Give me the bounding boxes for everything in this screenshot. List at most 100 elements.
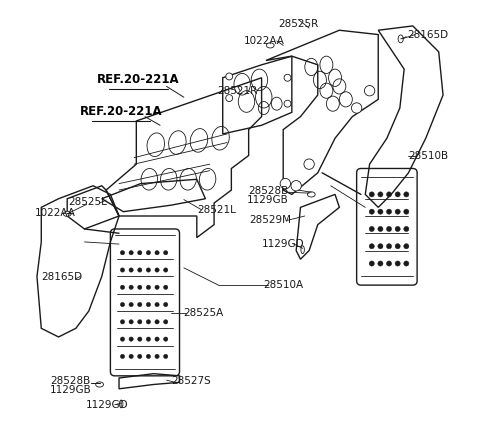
Circle shape <box>164 354 168 359</box>
Ellipse shape <box>120 400 123 408</box>
Circle shape <box>395 261 400 266</box>
Text: 28165D: 28165D <box>408 29 448 40</box>
Circle shape <box>395 226 400 232</box>
Circle shape <box>120 337 125 341</box>
Circle shape <box>155 354 159 359</box>
Text: REF.20-221A: REF.20-221A <box>80 105 163 118</box>
Text: 28528B: 28528B <box>248 186 288 196</box>
Circle shape <box>146 337 151 341</box>
Text: REF.20-221A: REF.20-221A <box>97 73 180 86</box>
Circle shape <box>155 268 159 272</box>
Circle shape <box>146 320 151 324</box>
Circle shape <box>386 192 392 197</box>
Circle shape <box>138 320 142 324</box>
Circle shape <box>284 74 291 81</box>
Circle shape <box>395 244 400 249</box>
Circle shape <box>395 192 400 197</box>
Circle shape <box>351 103 362 113</box>
Circle shape <box>129 354 133 359</box>
Circle shape <box>369 261 374 266</box>
Circle shape <box>129 302 133 307</box>
Circle shape <box>146 302 151 307</box>
Circle shape <box>164 285 168 289</box>
Ellipse shape <box>266 43 274 48</box>
Circle shape <box>155 285 159 289</box>
Circle shape <box>404 244 409 249</box>
Text: 1022AA: 1022AA <box>35 208 75 218</box>
Circle shape <box>386 261 392 266</box>
Circle shape <box>129 320 133 324</box>
Circle shape <box>291 181 301 191</box>
Text: 1129GB: 1129GB <box>247 194 289 205</box>
Circle shape <box>404 261 409 266</box>
Circle shape <box>364 86 375 96</box>
Text: 28521L: 28521L <box>197 204 236 215</box>
Ellipse shape <box>63 211 71 216</box>
Circle shape <box>138 302 142 307</box>
Circle shape <box>129 285 133 289</box>
Circle shape <box>138 354 142 359</box>
Circle shape <box>164 251 168 255</box>
Circle shape <box>378 244 383 249</box>
Circle shape <box>138 251 142 255</box>
Text: 28510B: 28510B <box>408 150 448 161</box>
Circle shape <box>120 354 125 359</box>
Circle shape <box>226 73 233 80</box>
Circle shape <box>129 268 133 272</box>
Circle shape <box>164 337 168 341</box>
Text: 1129GD: 1129GD <box>85 400 128 410</box>
Text: 28525A: 28525A <box>183 308 223 318</box>
Circle shape <box>284 100 291 107</box>
Circle shape <box>226 95 233 102</box>
Text: 1129GD: 1129GD <box>262 239 304 249</box>
Circle shape <box>280 178 290 189</box>
Circle shape <box>155 251 159 255</box>
Text: 28510A: 28510A <box>263 280 303 290</box>
Circle shape <box>120 285 125 289</box>
Text: 28165D: 28165D <box>41 272 83 283</box>
Ellipse shape <box>96 382 104 387</box>
Circle shape <box>404 209 409 214</box>
Text: 28525R: 28525R <box>278 19 318 29</box>
Circle shape <box>369 209 374 214</box>
Circle shape <box>129 337 133 341</box>
Circle shape <box>146 268 151 272</box>
Circle shape <box>146 285 151 289</box>
Ellipse shape <box>398 35 403 43</box>
Circle shape <box>386 244 392 249</box>
Circle shape <box>378 209 383 214</box>
Text: 1022AA: 1022AA <box>243 36 284 46</box>
Circle shape <box>138 337 142 341</box>
Circle shape <box>155 337 159 341</box>
Circle shape <box>164 302 168 307</box>
Circle shape <box>155 320 159 324</box>
Text: 28527S: 28527S <box>172 376 212 386</box>
Circle shape <box>146 251 151 255</box>
Text: 1129GB: 1129GB <box>50 384 92 395</box>
Text: 28529M: 28529M <box>249 215 291 226</box>
Circle shape <box>369 192 374 197</box>
Circle shape <box>120 268 125 272</box>
Circle shape <box>369 244 374 249</box>
Circle shape <box>129 251 133 255</box>
Circle shape <box>378 192 383 197</box>
Circle shape <box>378 226 383 232</box>
Circle shape <box>164 320 168 324</box>
Circle shape <box>304 159 314 169</box>
Circle shape <box>120 302 125 307</box>
Text: 28528B: 28528B <box>50 376 91 386</box>
Circle shape <box>404 192 409 197</box>
Circle shape <box>138 285 142 289</box>
Circle shape <box>146 354 151 359</box>
Circle shape <box>120 251 125 255</box>
Text: 28525L: 28525L <box>69 197 108 207</box>
Circle shape <box>404 226 409 232</box>
Circle shape <box>138 268 142 272</box>
Ellipse shape <box>307 192 315 197</box>
Circle shape <box>369 226 374 232</box>
Circle shape <box>120 320 125 324</box>
Circle shape <box>164 268 168 272</box>
Circle shape <box>386 209 392 214</box>
Circle shape <box>386 226 392 232</box>
Text: 28521R: 28521R <box>218 86 258 96</box>
